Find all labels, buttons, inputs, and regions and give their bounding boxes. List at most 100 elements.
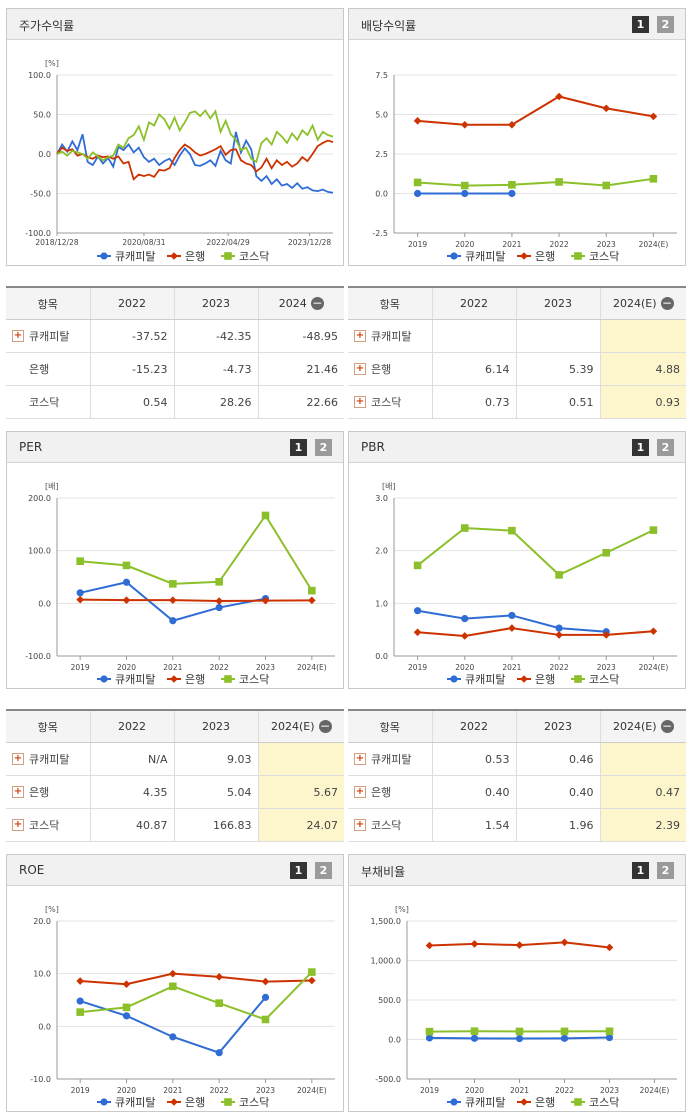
expand-icon[interactable]: + [354,753,366,765]
table-cell: 0.53 [431,742,516,776]
series-line [56,109,334,164]
y-tick-label: 0.0 [38,150,51,159]
x-tick-label: 2024(E) [297,663,327,672]
tab-1-button[interactable]: 1 [632,439,649,456]
panel-title: 부채비율 [361,865,406,879]
data-point [122,1003,131,1012]
tab-1-button[interactable]: 1 [632,16,649,33]
row-label: 큐캐피탈 [29,330,70,343]
legend-label: 코스닥 [239,673,269,686]
data-point [76,1008,84,1016]
collapse-icon[interactable]: − [660,296,674,311]
y-tick-label: 50.0 [33,111,51,120]
data-point [508,624,516,632]
row-label: 코스닥 [371,396,402,409]
data-point [520,675,528,683]
series-line [80,972,312,986]
row-label-cell: + 큐캐피탈 [6,319,90,353]
table-cell: 24.07 [257,808,344,842]
expand-icon[interactable]: + [354,819,366,831]
table-row: + 은행 4.35 5.04 5.67 [6,775,344,809]
legend-label: 은행 [535,250,555,263]
tab-2-button[interactable]: 2 [657,16,674,33]
x-tick-label: 2024(E) [297,1086,327,1095]
per-table: 항목 2022 2023 2024(E) − + 큐캐피탈 N/A 9.03 + 은행 4.35 5.0… [6,709,344,842]
y-tick-label: 0.0 [375,652,388,661]
x-tick-label: 2023/12/28 [288,238,331,247]
data-point [169,1033,177,1041]
axis-unit-label: [%] [45,59,59,68]
data-point [508,526,516,535]
series-line [417,95,654,126]
data-point [215,999,223,1007]
collapse-icon[interactable]: − [660,719,674,734]
row-label: 큐캐피탈 [371,753,412,766]
expand-icon[interactable]: + [12,819,24,831]
data-point [605,943,614,952]
data-point [515,941,524,949]
tab-2-button[interactable]: 2 [315,439,332,456]
data-point [460,632,469,640]
table-cell: -15.23 [89,352,174,386]
table-cell: 0.40 [515,775,600,809]
x-tick-label: 2021 [510,1086,529,1095]
data-point [425,1034,434,1042]
data-point [574,1098,582,1106]
collapse-icon[interactable]: − [310,296,324,311]
panel-header: PER 1 2 [7,432,343,463]
x-tick-label: 2018/12/28 [35,238,78,247]
expand-icon[interactable]: + [12,753,24,765]
legend-label: 은행 [535,673,555,686]
expand-icon[interactable]: + [354,396,366,408]
data-point [461,189,469,198]
data-point [461,615,469,623]
table-header: 2024− [257,288,344,320]
table-cell: 2.39 [599,808,686,842]
data-point [560,1027,569,1036]
data-point [170,252,178,260]
data-point [215,603,223,612]
legend-label: 은행 [535,1096,555,1109]
table-cell: -42.35 [173,319,258,353]
data-point [450,1098,458,1106]
data-point [170,675,178,683]
collapse-icon[interactable]: − [318,719,332,734]
tab-2-button[interactable]: 2 [657,439,674,456]
table-cell: 6.14 [431,352,516,386]
table-cell: 4.35 [89,775,174,809]
y-tick-label: 0.0 [375,190,388,199]
legend-label: 은행 [185,673,205,686]
tab-1-button[interactable]: 1 [290,439,307,456]
y-tick-label: 1.0 [375,599,388,608]
expand-icon[interactable]: + [12,786,24,798]
row-label: 코스닥 [29,396,60,409]
tab-1-button[interactable]: 1 [290,862,307,879]
expand-icon[interactable]: + [354,786,366,798]
y-tick-label: -100.0 [25,652,51,661]
tab-1-button[interactable]: 1 [632,862,649,879]
data-point [76,557,84,565]
table-cell: -37.52 [89,319,174,353]
row-label: 은행 [29,363,50,376]
data-point [100,675,108,683]
pbr-panel: PBR 1 2 [배] 3.0 2.0 1.0 0.0 2019 2020 2021 2022 2… [348,431,686,689]
expand-icon[interactable]: + [12,330,24,342]
data-point [574,675,582,683]
table-header: 2022 [89,288,174,320]
tab-2-button[interactable]: 2 [657,862,674,879]
expand-icon[interactable]: + [354,330,366,342]
data-point [224,675,232,683]
table-cell: 22.66 [257,385,344,419]
data-point [555,178,563,186]
tab-2-button[interactable]: 2 [315,862,332,879]
legend-label: 코스닥 [239,250,269,263]
series-line [416,527,654,577]
table-cell: 1.54 [431,808,516,842]
x-tick-label: 2020 [465,1086,484,1095]
expand-icon[interactable]: + [354,363,366,375]
table-row: + 큐캐피탈 -37.52 -42.35 -48.95 [6,319,344,353]
panel-header: PBR 1 2 [349,432,685,463]
row-label: 은행 [29,786,50,799]
y-tick-label: 0.0 [388,1036,401,1045]
x-tick-label: 2024(E) [640,1086,670,1095]
